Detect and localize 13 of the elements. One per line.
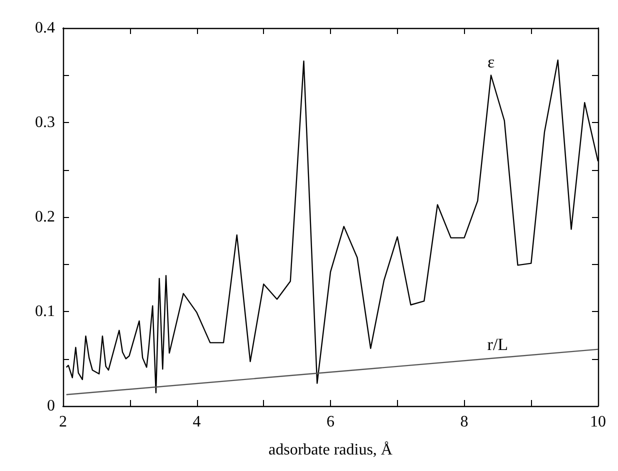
annotation: r/L bbox=[487, 334, 508, 354]
y-tick-label: 0 bbox=[47, 398, 55, 414]
x-tick-label: 8 bbox=[460, 414, 468, 430]
x-axis-title: adsorbate radius, Å bbox=[268, 440, 393, 458]
x-tick-label: 6 bbox=[326, 414, 334, 430]
y-tick-label: 0.1 bbox=[35, 303, 55, 320]
x-tick-label: 2 bbox=[59, 414, 67, 430]
y-tick-label: 0.2 bbox=[35, 208, 55, 226]
y-tick-label: 0.3 bbox=[35, 114, 55, 131]
x-tick-label: 4 bbox=[192, 414, 201, 430]
annotation: ε bbox=[487, 52, 495, 72]
y-tick-label: 0.4 bbox=[35, 20, 55, 36]
x-tick-label: 10 bbox=[590, 414, 606, 430]
